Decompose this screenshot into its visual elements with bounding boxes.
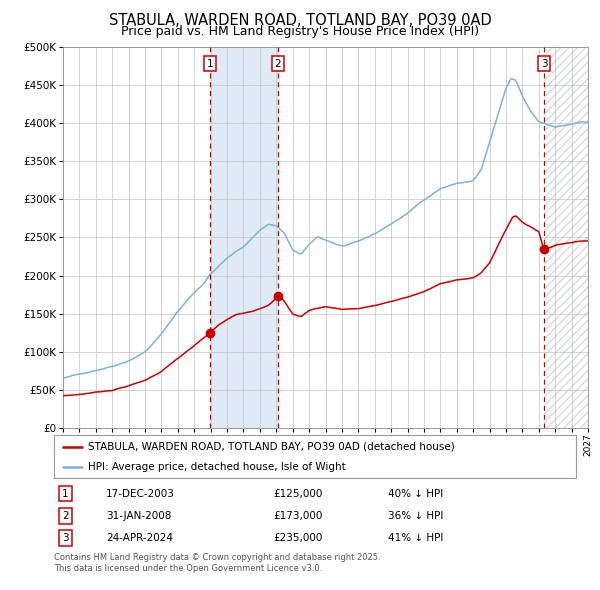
- Bar: [544, 47, 588, 428]
- Text: STABULA, WARDEN ROAD, TOTLAND BAY, PO39 0AD: STABULA, WARDEN ROAD, TOTLAND BAY, PO39 …: [109, 13, 491, 28]
- Text: 3: 3: [62, 533, 69, 543]
- Text: 31-JAN-2008: 31-JAN-2008: [106, 511, 172, 521]
- Text: 1: 1: [62, 489, 69, 499]
- FancyBboxPatch shape: [54, 435, 576, 478]
- Text: £125,000: £125,000: [273, 489, 323, 499]
- Text: £173,000: £173,000: [273, 511, 323, 521]
- Text: 36% ↓ HPI: 36% ↓ HPI: [388, 511, 443, 521]
- Text: £235,000: £235,000: [273, 533, 323, 543]
- Bar: [544, 47, 588, 428]
- Text: 24-APR-2024: 24-APR-2024: [106, 533, 173, 543]
- Text: 2: 2: [62, 511, 69, 521]
- Text: 40% ↓ HPI: 40% ↓ HPI: [388, 489, 443, 499]
- Text: 17-DEC-2003: 17-DEC-2003: [106, 489, 175, 499]
- Text: 41% ↓ HPI: 41% ↓ HPI: [388, 533, 443, 543]
- Text: 1: 1: [206, 58, 214, 68]
- Bar: [210, 47, 278, 428]
- Text: 3: 3: [541, 58, 547, 68]
- Text: HPI: Average price, detached house, Isle of Wight: HPI: Average price, detached house, Isle…: [88, 463, 346, 472]
- Text: Contains HM Land Registry data © Crown copyright and database right 2025.
This d: Contains HM Land Registry data © Crown c…: [54, 553, 380, 573]
- Text: 2: 2: [274, 58, 281, 68]
- Text: Price paid vs. HM Land Registry's House Price Index (HPI): Price paid vs. HM Land Registry's House …: [121, 25, 479, 38]
- Text: STABULA, WARDEN ROAD, TOTLAND BAY, PO39 0AD (detached house): STABULA, WARDEN ROAD, TOTLAND BAY, PO39 …: [88, 442, 455, 452]
